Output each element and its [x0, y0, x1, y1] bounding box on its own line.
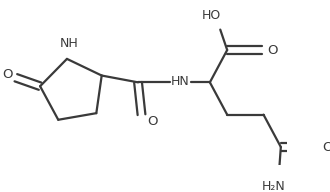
Text: HN: HN [171, 75, 190, 88]
Text: NH: NH [59, 37, 78, 50]
Text: O: O [267, 44, 278, 56]
Text: O: O [322, 141, 330, 154]
Text: HO: HO [202, 9, 221, 22]
Text: O: O [148, 115, 158, 128]
Text: O: O [2, 68, 13, 81]
Text: H₂N: H₂N [262, 180, 286, 192]
